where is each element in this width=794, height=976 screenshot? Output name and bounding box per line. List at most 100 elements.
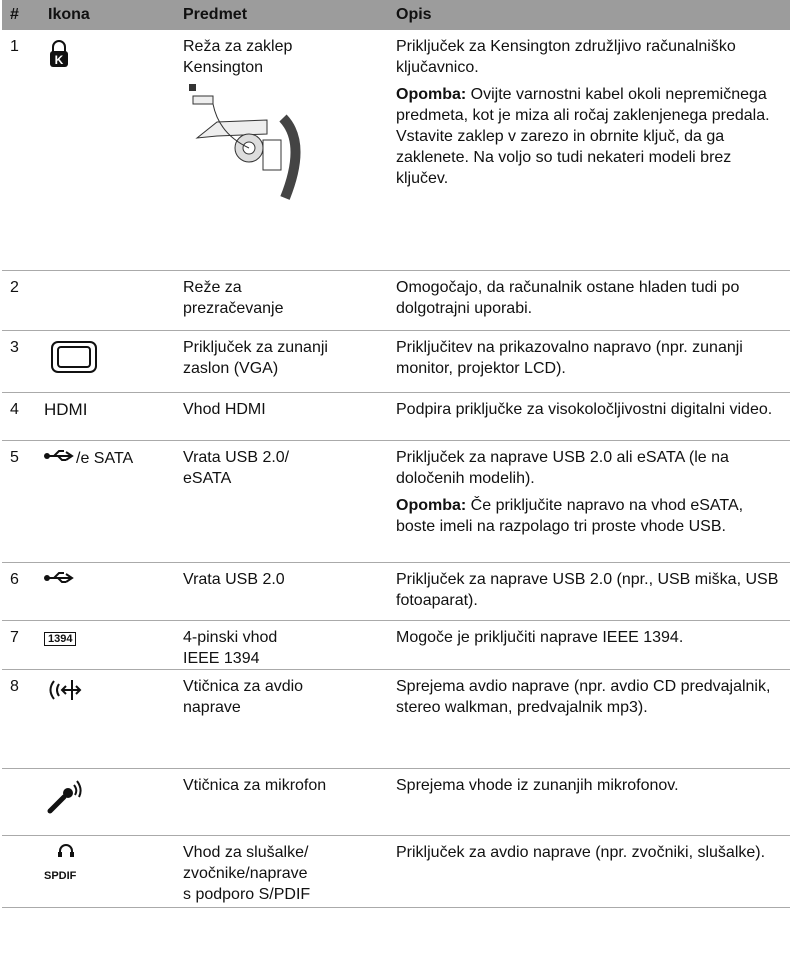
icon-cell (40, 330, 175, 393)
headphone-icon (58, 843, 74, 857)
row-number: 1 (10, 38, 19, 55)
item-cell: Vhod za slušalke/zvočnike/naprave s podpo… (175, 835, 388, 908)
description: Sprejema vhode iz zunanjih mikrofonov. (396, 776, 679, 794)
num-cell: 3 (2, 330, 40, 393)
header-cell: Ikona (40, 0, 175, 30)
num-cell: 5 (2, 440, 40, 563)
description: Omogočajo, da računalnik ostane hladen t… (396, 278, 740, 317)
icon-label: /e SATA (76, 449, 134, 467)
icon-cell: 1394 (40, 620, 175, 670)
item-line: eSATA (183, 469, 232, 487)
description-cell: Omogočajo, da računalnik ostane hladen t… (388, 270, 790, 331)
row-number: 4 (10, 400, 19, 418)
item-line: Vhod za slušalke/ (183, 843, 309, 861)
description: Priključek za naprave USB 2.0 ali eSATA … (396, 448, 729, 487)
num-cell: 7 (2, 620, 40, 670)
item-cell: Vhod HDMI (175, 392, 388, 441)
item-line: Reže za (183, 278, 242, 296)
item-line: Vtičnica za mikrofon (183, 776, 327, 794)
description: Podpira priključke za visokoločljivostni… (396, 400, 773, 418)
header-cell: Opis (388, 0, 790, 30)
table-row: 8 Vtičnica za avdio naprave Sprejema avdio … (2, 669, 790, 769)
table-row: 6 Vrata USB 2.0 Priključek za naprave USB … (2, 562, 790, 621)
row-number: 2 (10, 278, 19, 296)
item-cell: Vtičnica za avdio naprave (175, 669, 388, 769)
icon-label: SPDIF (44, 869, 77, 882)
table-row: Vtičnica za mikrofon Sprejema vhode iz zu… (2, 768, 790, 836)
num-cell: 4 (2, 392, 40, 441)
description: Mogoče je priključiti naprave IEEE 1394. (396, 628, 684, 646)
table-row: 1 K Reža za zaklep Kensington Priključek za … (2, 30, 790, 271)
note-label: Opomba: (396, 496, 467, 514)
item-line: Vrata USB 2.0/ (183, 448, 290, 466)
item-cell: Priključek za zunanji zaslon (VGA) (175, 330, 388, 393)
row-number: 5 (10, 448, 19, 466)
icon-label: 1394 (44, 631, 77, 646)
description: Priključitev na prikazovalno napravo (np… (396, 338, 743, 377)
row-number: 8 (10, 677, 19, 695)
ports-table: # Ikona Predmet Opis 1 K Reža za zaklep Kensin… (2, 0, 790, 908)
description-cell: Priključek za avdio naprave (npr. zvočni… (388, 835, 790, 908)
svg-text:K: K (55, 53, 64, 67)
table-row: 5/e SATA Vrata USB 2.0/eSATA Priključek za… (2, 440, 790, 563)
item-cell: Vtičnica za mikrofon (175, 768, 388, 836)
item-line: zvočnike/naprave (183, 864, 308, 882)
table-row: 3 Priključek za zunanji zaslon (VGA) Priklj… (2, 330, 790, 393)
icon-cell: /e SATA (40, 440, 175, 563)
item-cell: Reže za prezračevanje (175, 270, 388, 331)
table-row: 4 HDMI Vhod HDMI Podpira priključke za viso… (2, 392, 790, 441)
description-cell: Sprejema vhode iz zunanjih mikrofonov. (388, 768, 790, 836)
item-line: Vhod HDMI (183, 400, 266, 418)
icon (49, 679, 82, 700)
icon-cell (40, 562, 175, 621)
item-line: Vrata USB 2.0 (183, 570, 285, 588)
item-line: 4-pinski vhod (183, 628, 278, 646)
table-row: 2 Reže za prezračevanje Omogočajo, da račun… (2, 270, 790, 331)
header-cell: # (2, 0, 40, 30)
icon-cell: HDMI (40, 392, 175, 441)
description-cell: Priključek za naprave USB 2.0 ali eSATA … (388, 440, 790, 563)
num-cell: 2 (2, 270, 40, 331)
table-row: SPDIF Vhod za slušalke/zvočnike/naprave s … (2, 835, 790, 908)
description: Sprejema avdio naprave (npr. avdio CD pr… (396, 677, 771, 716)
item-line: prezračevanje (183, 299, 284, 317)
description-cell: Mogoče je priključiti naprave IEEE 1394. (388, 620, 790, 670)
note: Opomba: Če priključite napravo na vhod e… (396, 495, 782, 537)
header-cell: Predmet (175, 0, 388, 30)
icon-cell (40, 669, 175, 769)
note-text: Ovijte varnostni kabel okoli nepremičneg… (396, 86, 770, 187)
item-line: Vtičnica za avdio (183, 677, 304, 695)
num-cell: 6 (2, 562, 40, 621)
row-number: 3 (10, 338, 19, 356)
item-line: naprave (183, 698, 241, 716)
description: Priključek za avdio naprave (npr. zvočni… (396, 843, 766, 861)
num-cell: 1 (2, 30, 40, 271)
num-cell (2, 768, 40, 836)
item-cell: 4-pinski vhod IEEE 1394 (175, 620, 388, 670)
note: Opomba: Ovijte varnostni kabel okoli nep… (396, 84, 782, 189)
description-cell: Sprejema avdio naprave (npr. avdio CD pr… (388, 669, 790, 769)
description-cell: Priključek za naprave USB 2.0 (npr., USB… (388, 562, 790, 621)
description: Priključek za naprave USB 2.0 (npr., USB… (396, 570, 779, 609)
icon (51, 340, 97, 373)
icon-cell: K (40, 30, 175, 271)
num-cell (2, 835, 40, 908)
header-row: # Ikona Predmet Opis (2, 0, 790, 30)
icon (47, 779, 82, 813)
icon-cell: SPDIF (40, 835, 175, 908)
item-cell: Vrata USB 2.0/eSATA (175, 440, 388, 563)
description-cell: Priključek za Kensington združljivo raču… (388, 30, 790, 271)
note-label: Opomba: (396, 86, 467, 103)
description: Priključek za Kensington združljivo raču… (396, 38, 736, 76)
icon-cell (40, 270, 175, 331)
usb-icon (44, 449, 74, 461)
num-cell: 8 (2, 669, 40, 769)
icon-label: HDMI (44, 399, 88, 419)
item-line: s podporo S/PDIF (183, 885, 311, 903)
item-line: Reža za zaklep (183, 38, 293, 55)
usb-icon (44, 571, 74, 583)
item-line: Priključek za zunanji (183, 338, 328, 356)
note-text: Če priključite napravo na vhod eSATA, bo… (396, 496, 744, 535)
icon: K (50, 40, 68, 67)
